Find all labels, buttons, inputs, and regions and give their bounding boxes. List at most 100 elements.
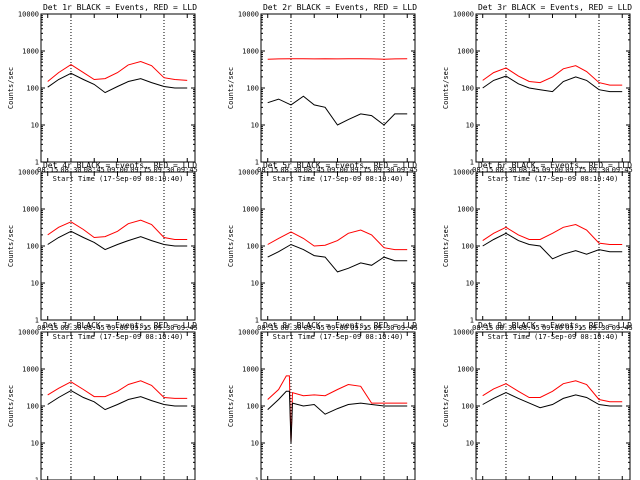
y-tick-label: 100 [246,85,259,93]
series-lld-line [482,65,623,86]
x-tick-label: 09:45 [397,166,418,174]
x-tick-label: 09:15 [565,166,586,174]
x-tick-label: 08:45 [519,166,540,174]
x-tick-label: 09:45 [397,324,418,332]
series-lld-line [482,223,623,245]
series-events-line [482,232,623,260]
x-tick-label: 09:15 [350,324,371,332]
y-tick-label: 10000 [238,169,259,177]
plot-frame [260,13,416,163]
x-tick-label: 08:45 [84,166,105,174]
x-tick-label: 09:45 [177,324,198,332]
y-tick-label: 1 [255,159,259,167]
x-axis-label: Start Time (17-Sep-09 08:10:40) [273,333,404,341]
x-axis-label: Start Time (17-Sep-09 08:10:40) [273,175,404,183]
series-lld-line [267,58,408,60]
x-axis-label: Start Time (17-Sep-09 08:10:40) [488,333,619,341]
y-tick-label: 10 [466,440,474,448]
panel-title: Det 1r BLACK = Events, RED = LLD [43,3,197,12]
x-tick-label: 08:15 [472,324,493,332]
y-tick-label: 1000 [242,48,259,56]
panel-title: Det 3r BLACK = Events, RED = LLD [478,3,632,12]
x-axis-label: Start Time (17-Sep-09 08:10:40) [488,175,619,183]
x-tick-label: 08:45 [84,324,105,332]
x-tick-label: 09:30 [373,324,394,332]
y-tick-label: 1000 [242,206,259,214]
x-tick-label: 09:45 [612,324,633,332]
x-tick-label: 09:00 [107,324,128,332]
y-tick-label: 1 [35,317,39,325]
x-tick-label: 08:30 [60,166,81,174]
y-tick-label: 10 [31,280,39,288]
y-tick-label: 10000 [453,169,474,177]
y-axis-label: Counts/sec [442,385,450,427]
x-tick-label: 09:00 [542,324,563,332]
y-tick-label: 10000 [238,329,259,337]
y-tick-label: 1 [255,317,259,325]
x-tick-label: 09:30 [588,324,609,332]
panel-title: Det 7r BLACK = Events, RED = LLD [43,321,197,330]
panel-det-7r: Det 7r BLACK = Events, RED = LLD 1 10 100 10… [7,321,197,480]
plot-frame [475,171,631,321]
y-tick-label: 1 [470,159,474,167]
x-tick-label: 09:00 [542,166,563,174]
x-tick-label: 09:30 [153,324,174,332]
x-tick-label: 09:45 [177,166,198,174]
y-tick-label: 10 [31,122,39,130]
y-tick-label: 100 [461,85,474,93]
x-tick-label: 08:15 [37,324,58,332]
x-tick-label: 09:15 [565,324,586,332]
x-tick-label: 09:00 [107,166,128,174]
y-tick-label: 100 [246,403,259,411]
series-lld-line [267,375,408,444]
y-tick-label: 1 [470,317,474,325]
y-tick-label: 1 [470,477,474,480]
y-axis-label: Counts/sec [442,225,450,267]
x-tick-label: 09:15 [350,166,371,174]
series-lld-line [47,219,188,240]
y-tick-label: 10000 [453,11,474,19]
y-tick-label: 10 [251,122,259,130]
series-events-line [267,95,408,126]
panel-title: Det 9r BLACK = Events, RED = LLD [478,321,632,330]
x-tick-label: 09:15 [130,324,151,332]
panel-det-3r: Det 3r BLACK = Events, RED = LLD 1 10 100 10… [442,3,633,183]
y-tick-label: 1000 [22,366,39,374]
x-tick-label: 08:30 [495,324,516,332]
x-tick-label: 09:30 [373,166,394,174]
panel-title: Det 2r BLACK = Events, RED = LLD [263,3,417,12]
y-tick-label: 10 [466,280,474,288]
series-events-line [47,72,188,94]
x-tick-label: 09:15 [130,166,151,174]
series-events-line [47,230,188,251]
y-tick-label: 1000 [22,206,39,214]
y-tick-label: 10 [31,440,39,448]
x-tick-label: 08:30 [280,324,301,332]
y-axis-label: Counts/sec [227,385,235,427]
x-axis-label: Start Time (17-Sep-09 08:10:40) [53,175,184,183]
y-axis-label: Counts/sec [442,67,450,109]
x-tick-label: 08:15 [472,166,493,174]
series-lld-line [47,380,188,399]
y-tick-label: 100 [246,243,259,251]
x-tick-label: 08:15 [37,166,58,174]
x-tick-label: 09:00 [327,324,348,332]
y-tick-label: 10 [251,440,259,448]
x-tick-label: 08:30 [60,324,81,332]
y-tick-label: 1 [35,159,39,167]
y-tick-label: 10000 [18,329,39,337]
y-axis-label: Counts/sec [7,225,15,267]
panel-det-4r: Det 4r BLACK = Events, RED = LLD11010010… [7,161,198,341]
y-tick-label: 1000 [457,206,474,214]
panel-title: Det 4r BLACK = Events, RED = LLD [43,161,197,170]
series-events-line [47,390,188,411]
y-tick-label: 100 [461,243,474,251]
x-tick-label: 09:30 [153,166,174,174]
plot-frame [260,171,416,321]
x-tick-label: 08:45 [304,324,325,332]
panel-det-5r: Det 5r BLACK = Events, RED = LLD11010010… [227,161,418,341]
y-axis-label: Counts/sec [227,225,235,267]
panel-det-2r: Det 2r BLACK = Events, RED = LLD 1 10 100 10… [227,3,418,183]
series-events-line [267,390,408,444]
x-tick-label: 09:30 [588,166,609,174]
